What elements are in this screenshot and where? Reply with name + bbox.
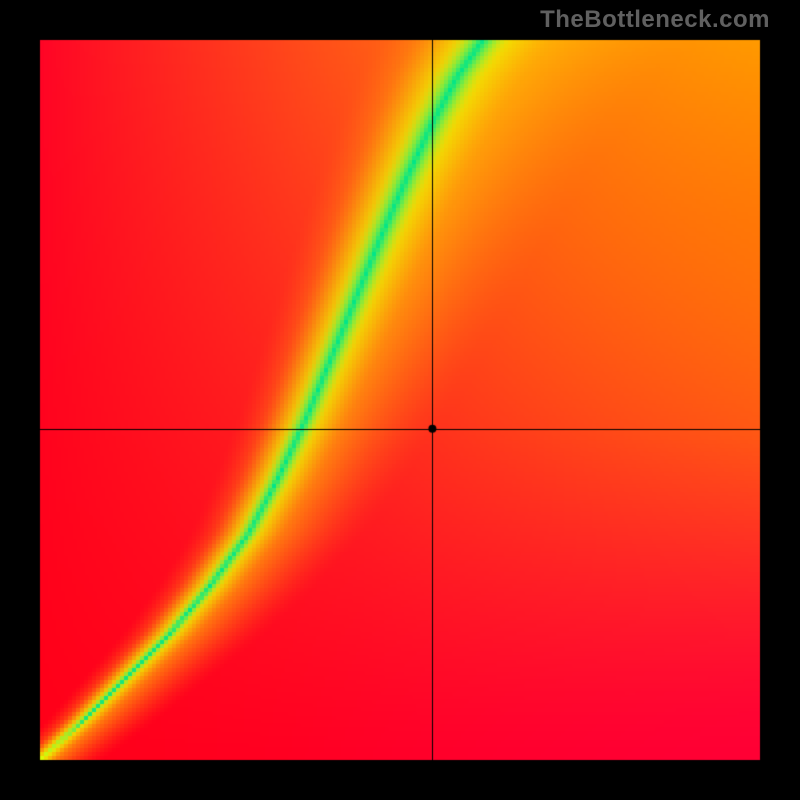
chart-container: { "watermark": { "text": "TheBottleneck.…: [0, 0, 800, 800]
bottleneck-heatmap: [0, 0, 800, 800]
watermark-text: TheBottleneck.com: [540, 6, 770, 34]
